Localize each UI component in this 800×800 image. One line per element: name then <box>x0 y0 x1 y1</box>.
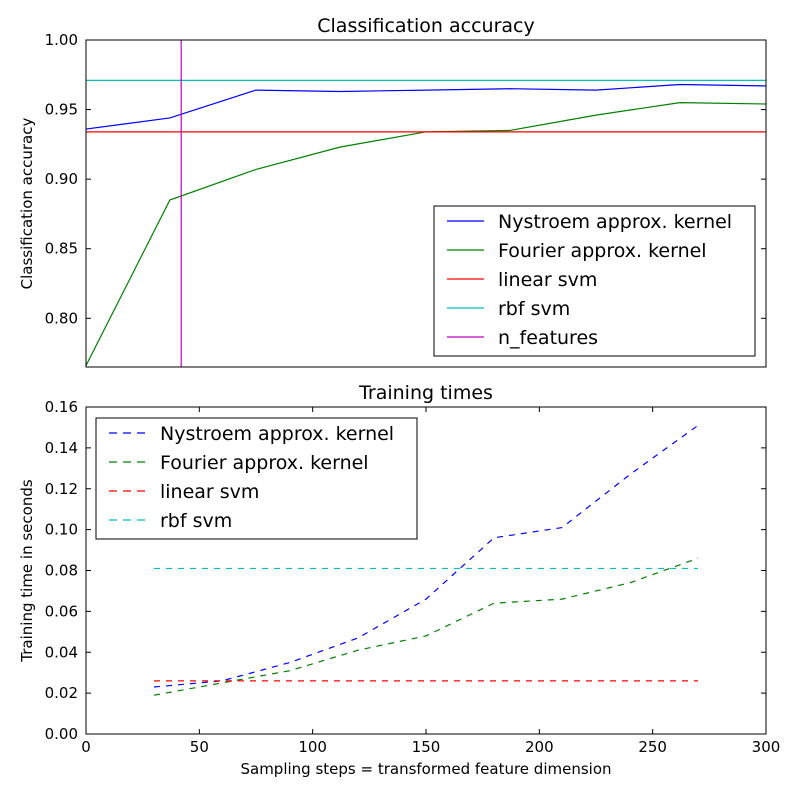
series-line-1 <box>86 83 766 130</box>
x-tick-label: 300 <box>752 738 781 756</box>
y-tick-label: 0.04 <box>45 643 78 661</box>
y-tick-label: 0.95 <box>45 101 78 119</box>
chart-panel-1: 0.80 0.85 0.90 0.95 1.00 Classification accur… <box>18 15 767 368</box>
series-line-2 <box>153 557 699 696</box>
chart-title: Classification accuracy <box>317 15 534 37</box>
y-tick-label: 0.90 <box>45 170 78 188</box>
legend-box <box>95 417 418 540</box>
series-group <box>153 424 699 696</box>
legend-label: n_features <box>498 327 598 349</box>
series-group <box>86 40 766 367</box>
x-tick-label: 200 <box>525 738 554 756</box>
y-axis-label: Training time in seconds <box>18 479 36 663</box>
legend-label: Nystroem approx. kernel <box>160 423 394 445</box>
x-tick-label: 100 <box>298 738 327 756</box>
chart-panel-2: 0.00 0.02 0.04 0.06 0.08 0.10 0.12 0.14 0.16 0 50 1… <box>18 382 780 778</box>
chart-title: Training times <box>358 382 493 404</box>
legend-label: linear svm <box>498 269 597 291</box>
x-tick-label: 0 <box>81 738 91 756</box>
legend-label: rbf svm <box>160 510 232 532</box>
y-tick-label: 1.00 <box>45 31 78 49</box>
y-tick-label: 0.12 <box>45 480 78 498</box>
legend-label: Fourier approx. kernel <box>160 452 369 474</box>
y-tick-label: 0.00 <box>45 725 78 743</box>
series-line-1 <box>153 424 699 688</box>
legend-label: Nystroem approx. kernel <box>498 211 732 233</box>
legend-label: linear svm <box>160 481 259 503</box>
y-axis-label: Classification accuracy <box>18 118 36 290</box>
y-tick-label: 0.85 <box>45 240 78 258</box>
legend-label: Fourier approx. kernel <box>498 240 707 262</box>
y-tick-label: 0.10 <box>45 521 78 539</box>
x-tick-label: 50 <box>190 738 209 756</box>
plot-frame <box>85 39 767 368</box>
legend-label: rbf svm <box>498 298 570 320</box>
legend-box <box>433 205 756 357</box>
y-tick-label: 0.14 <box>45 439 78 457</box>
y-tick-label: 0.80 <box>45 309 78 327</box>
y-tick-label: 0.02 <box>45 684 78 702</box>
legend: Nystroem approx. kernel Fourier approx. k… <box>433 205 756 357</box>
y-tick-label: 0.06 <box>45 602 78 620</box>
x-axis-label: Sampling steps = transformed feature dim… <box>240 760 611 778</box>
legend: Nystroem approx. kernel Fourier approx. k… <box>95 417 418 540</box>
y-tick-label: 0.08 <box>45 562 78 580</box>
x-tick-label: 150 <box>412 738 441 756</box>
y-tick-label: 0.16 <box>45 398 78 416</box>
x-tick-label: 250 <box>638 738 667 756</box>
